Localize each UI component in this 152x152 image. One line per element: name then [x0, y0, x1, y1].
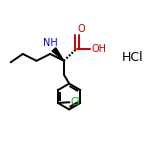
- Text: NH: NH: [43, 38, 58, 48]
- Polygon shape: [52, 48, 64, 61]
- Text: OH: OH: [92, 44, 107, 54]
- Text: Cl: Cl: [70, 97, 80, 107]
- Text: O: O: [78, 24, 85, 34]
- Text: HCl: HCl: [122, 51, 143, 64]
